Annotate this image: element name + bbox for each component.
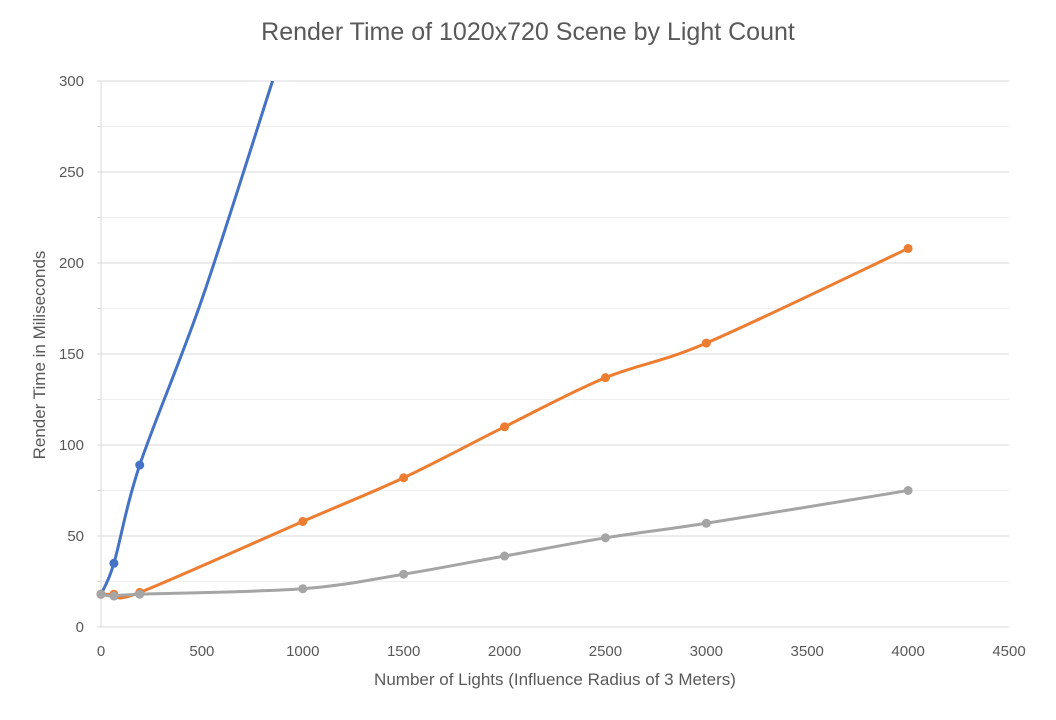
x-tick-label: 500 bbox=[189, 643, 214, 660]
data-point bbox=[109, 558, 119, 568]
series-line bbox=[101, 81, 275, 596]
y-tick-label: 0 bbox=[76, 619, 84, 636]
y-tick-label: 100 bbox=[59, 437, 84, 454]
data-point bbox=[135, 589, 145, 599]
data-point bbox=[500, 551, 510, 561]
y-axis-label: Render Time in Miliseconds bbox=[30, 250, 49, 460]
x-tick-label: 4000 bbox=[891, 643, 924, 660]
data-point bbox=[109, 591, 119, 601]
y-tick-label: 50 bbox=[67, 528, 84, 545]
series-line bbox=[101, 489, 910, 598]
grid-lines bbox=[101, 80, 1009, 628]
data-point bbox=[500, 422, 510, 432]
x-tick-label: 2500 bbox=[589, 643, 622, 660]
data-point bbox=[903, 243, 913, 253]
data-point bbox=[96, 589, 106, 599]
data-point bbox=[298, 516, 308, 526]
data-point bbox=[701, 518, 711, 528]
axes bbox=[97, 80, 102, 628]
x-tick-label: 2000 bbox=[488, 643, 521, 660]
data-point bbox=[701, 338, 711, 348]
data-point bbox=[399, 569, 409, 579]
data-point bbox=[903, 486, 913, 495]
x-tick-label: 3000 bbox=[690, 643, 723, 660]
data-point bbox=[135, 460, 145, 470]
data-point bbox=[399, 473, 409, 483]
y-tick-label: 200 bbox=[59, 255, 84, 272]
y-tick-label: 300 bbox=[59, 73, 84, 90]
x-tick-label: 3500 bbox=[791, 643, 824, 660]
data-point bbox=[600, 533, 610, 543]
data-point bbox=[600, 373, 610, 383]
y-tick-label: 250 bbox=[59, 164, 84, 181]
series-2 bbox=[96, 243, 913, 600]
x-tick-label: 1000 bbox=[286, 643, 319, 660]
x-tick-label: 4500 bbox=[992, 643, 1025, 660]
x-axis-label: Number of Lights (Influence Radius of 3 … bbox=[374, 670, 736, 689]
series-3 bbox=[96, 486, 913, 601]
series-lines bbox=[96, 81, 913, 601]
chart-title: Render Time of 1020x720 Scene by Light C… bbox=[261, 18, 795, 46]
x-tick-label: 0 bbox=[97, 643, 105, 660]
x-tick-label: 1500 bbox=[387, 643, 420, 660]
y-tick-label: 150 bbox=[59, 346, 84, 363]
series-1 bbox=[96, 81, 275, 599]
data-point bbox=[298, 584, 308, 594]
